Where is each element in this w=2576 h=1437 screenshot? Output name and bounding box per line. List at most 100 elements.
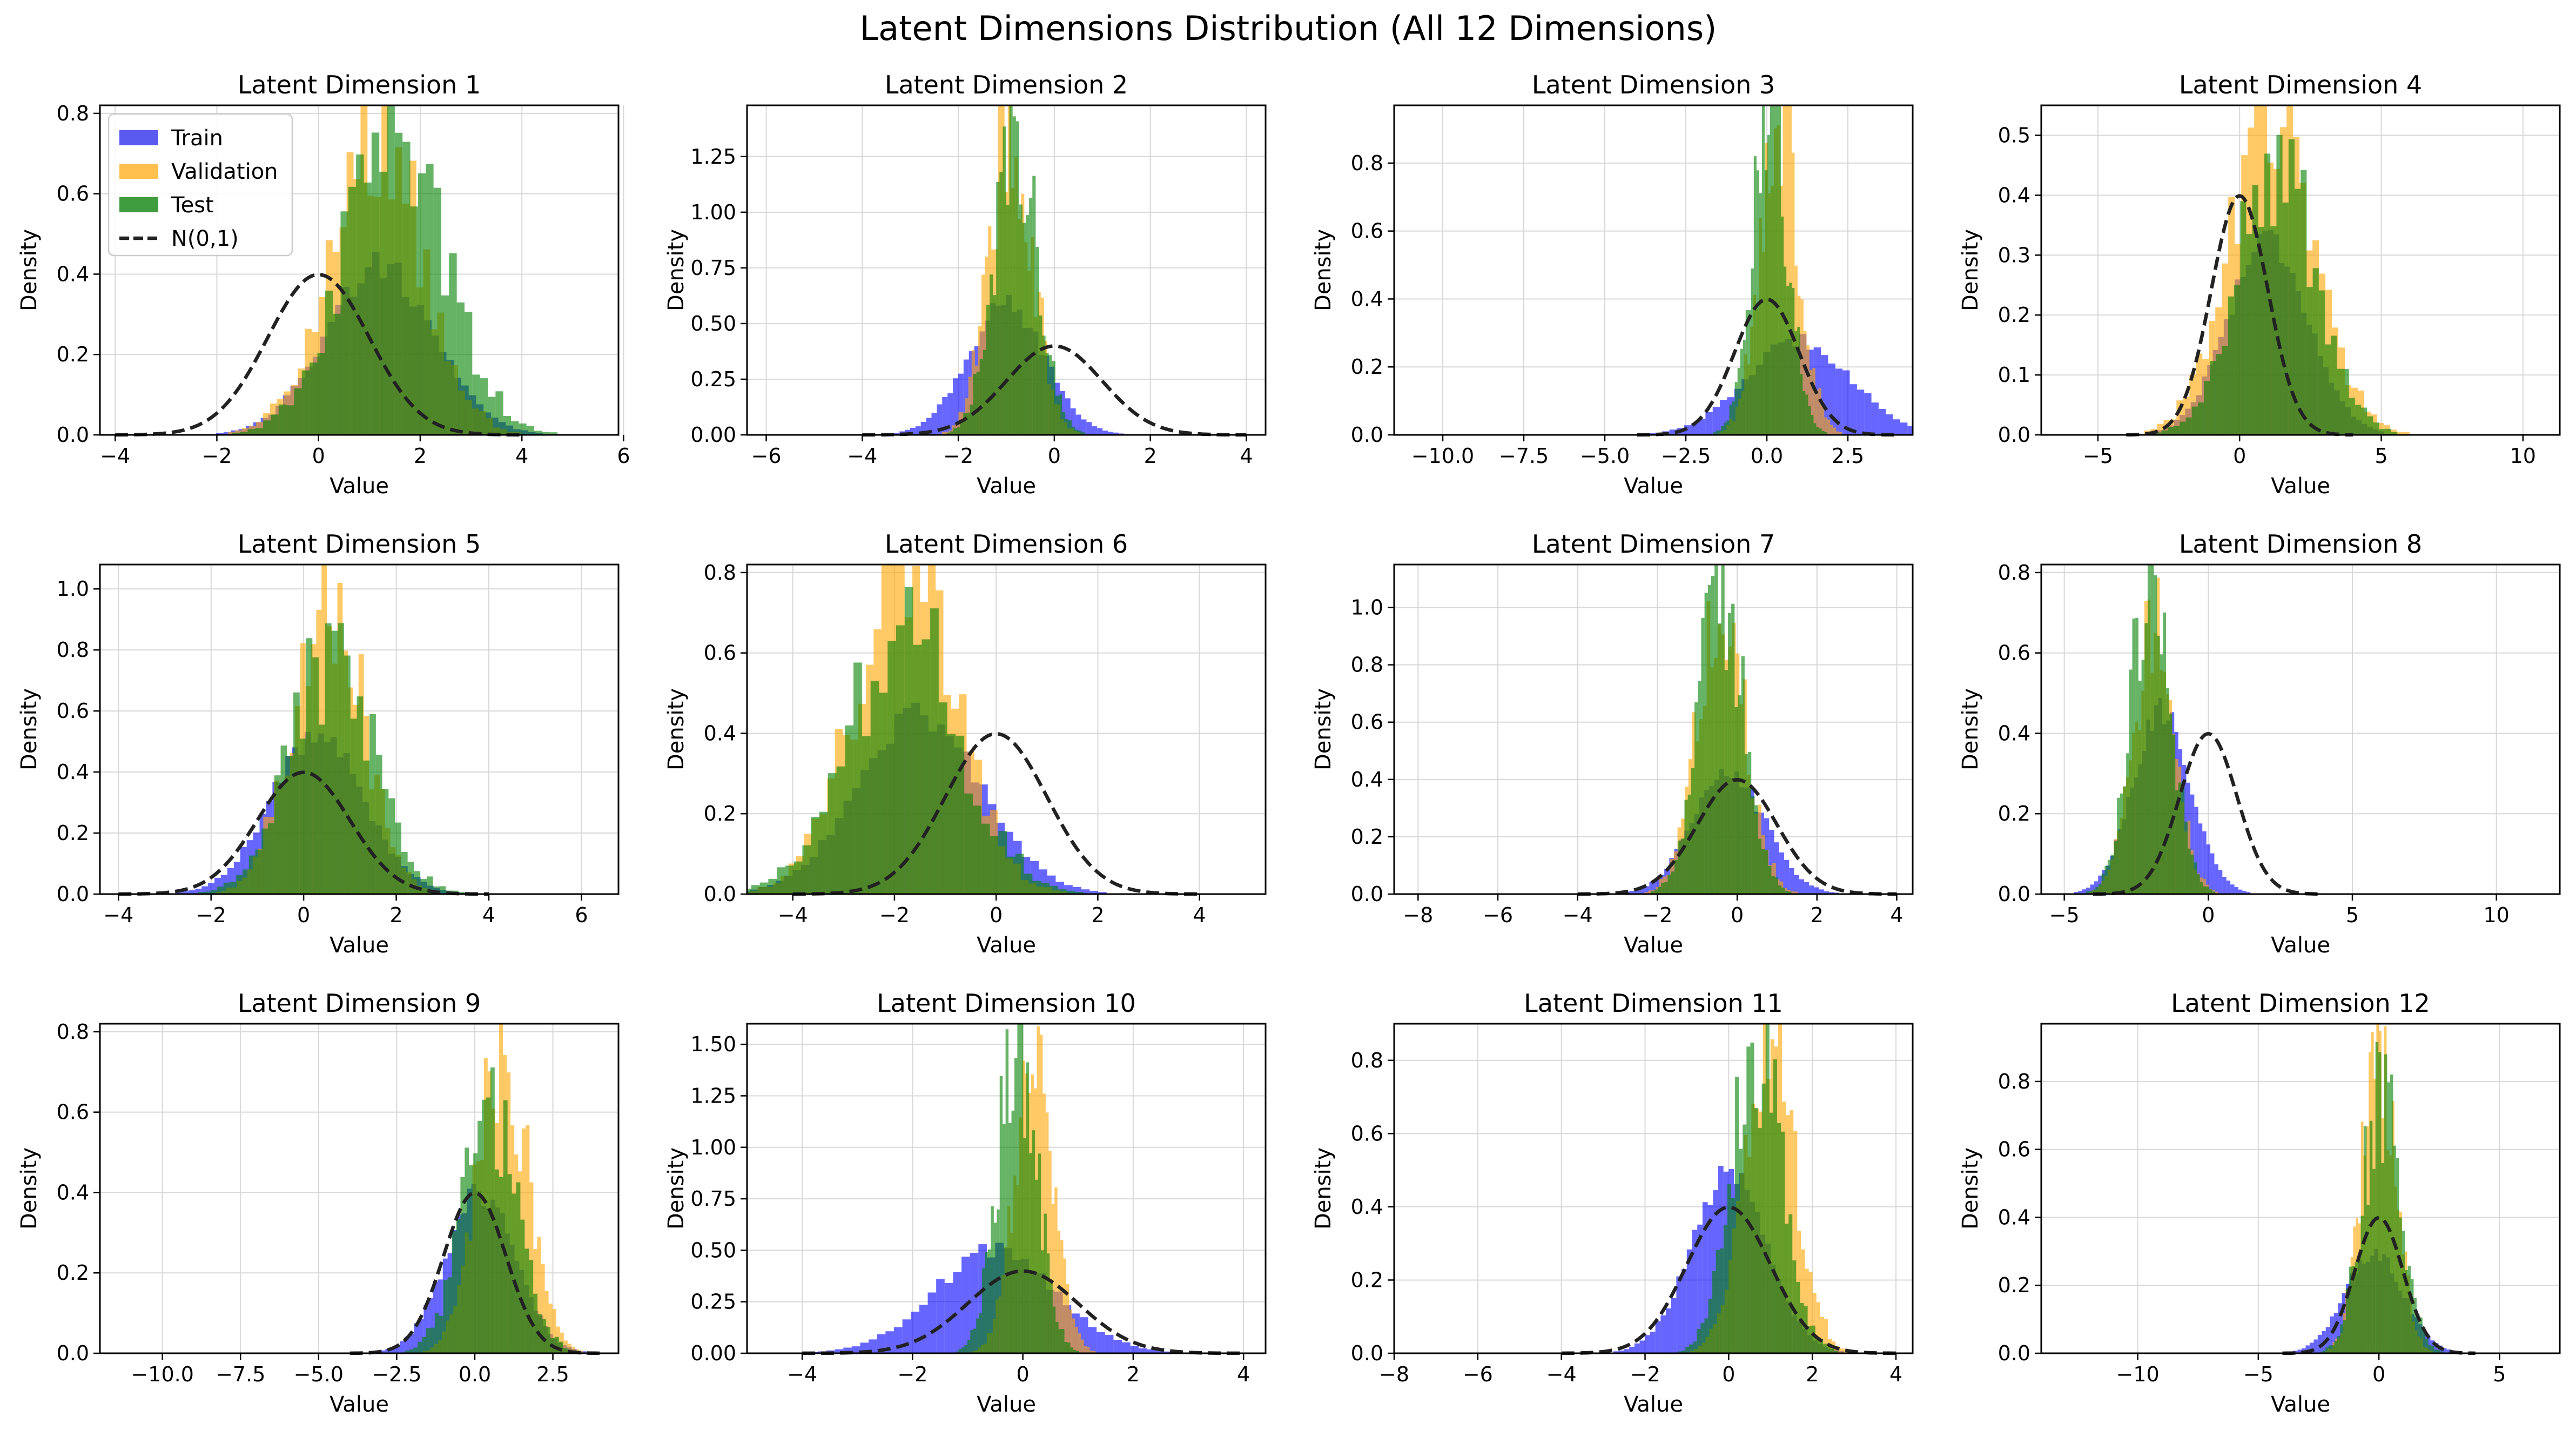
histogram-bar-test: [1677, 1351, 1682, 1353]
histogram-bar-test: [401, 851, 408, 894]
histogram-bar-validation: [1039, 1035, 1043, 1353]
histogram-bar-train: [1629, 1346, 1635, 1353]
histogram-bar-test: [1811, 415, 1814, 435]
histogram-bar-test: [211, 890, 217, 894]
histogram-bar-train: [1654, 879, 1659, 894]
histogram-bar-test: [1065, 419, 1069, 435]
histogram-bar-train: [2090, 884, 2094, 894]
histogram-bar-validation: [1063, 1258, 1066, 1353]
histogram-bar-test: [2312, 268, 2319, 435]
histogram-bar-test: [338, 623, 345, 894]
histogram-bar-train: [2082, 889, 2087, 894]
subplot-9: −10.0 −7.5 −5.0 −2.5 0.0 2.5 0.0 0.2 0.4 0.6 0.8 La…: [17, 989, 620, 1417]
histogram-bar-test: [2098, 884, 2102, 894]
y-tick-label: 1.00: [690, 1136, 736, 1159]
histogram-bar-test: [433, 187, 441, 435]
subplot-title: Latent Dimension 5: [238, 529, 481, 559]
x-tick-label: −4: [847, 444, 877, 468]
histogram-bar-train: [835, 1349, 844, 1353]
histogram-bar-train: [2317, 1334, 2322, 1353]
histogram-bar-test: [1714, 565, 1718, 894]
histogram-bar-test: [2322, 1350, 2326, 1353]
histogram-bar-validation: [548, 1304, 553, 1353]
histogram-bar-test: [1727, 613, 1732, 894]
histogram-bar-test: [2108, 859, 2111, 894]
histogram-bar-train: [1784, 859, 1790, 894]
histogram-bar-test: [1698, 681, 1701, 894]
histogram-bar-test: [2191, 406, 2198, 435]
histogram-bar-test: [1072, 426, 1075, 435]
histogram-bar-test: [294, 388, 302, 435]
histogram-bar-test: [542, 1319, 546, 1353]
y-tick-label: 0.6: [704, 641, 736, 665]
histogram-bars: [1647, 105, 1913, 435]
histogram-bar-train: [1092, 426, 1098, 435]
histogram-bar-test: [999, 172, 1003, 435]
x-tick-label: 0: [2372, 1362, 2385, 1386]
axes-frame: [99, 563, 620, 895]
histogram-bar-test: [1802, 391, 1806, 435]
x-tick-label: −10.0: [131, 1362, 193, 1386]
histogram-bar-test: [1723, 1224, 1727, 1353]
y-tick-label: 0.2: [1351, 825, 1383, 849]
histogram-bar-test: [1773, 105, 1776, 435]
histogram-bar-test: [554, 1337, 559, 1353]
histogram-bar-test: [2203, 886, 2207, 894]
histogram-bar-test: [963, 413, 967, 435]
histogram-bar-test: [529, 1260, 534, 1353]
histogram-bar-test: [344, 655, 351, 894]
histogram-bar-test: [2282, 202, 2289, 435]
histogram-bar-train: [428, 1298, 434, 1353]
x-tick-label: 0: [1048, 444, 1061, 468]
y-axis-label: Density: [1311, 688, 1336, 770]
histogram-bar-test: [1792, 1260, 1797, 1353]
histogram-bar-test: [1737, 368, 1740, 435]
histogram-bar-test: [2337, 368, 2343, 435]
histogram-bar-test: [452, 1231, 456, 1353]
histogram-bar-train: [2074, 892, 2079, 894]
histogram-bar-train: [931, 413, 937, 435]
histogram-bar-test: [956, 1351, 959, 1353]
histogram-bar-test: [1044, 1213, 1047, 1353]
histogram-bar-train: [1824, 891, 1830, 894]
axes-frame: [746, 104, 1267, 436]
histogram-bar-test: [1711, 576, 1715, 894]
axes-frame: [1393, 1023, 1914, 1354]
y-tick-label: 0.6: [57, 1100, 89, 1124]
histogram-bar-test: [2194, 862, 2197, 894]
histogram-bar-train: [1644, 886, 1650, 894]
histogram-bar-train: [1789, 868, 1794, 894]
histogram-bar-test: [970, 1330, 973, 1353]
histogram-bar-test: [2387, 1082, 2390, 1353]
histogram-bar-test: [2319, 1351, 2323, 1353]
histogram-bar-test: [1667, 875, 1671, 894]
histogram-bar-test: [819, 811, 828, 894]
histogram-bar-train: [2330, 1316, 2334, 1353]
histogram-bar-test: [325, 623, 332, 894]
histogram-bar-test: [2147, 565, 2151, 894]
histogram-bar-test: [1026, 215, 1030, 435]
histogram-bar-test: [1761, 1083, 1766, 1353]
legend-label: N(0,1): [171, 226, 239, 251]
histogram-bar-test: [369, 714, 376, 894]
x-tick-label: −4: [103, 903, 133, 927]
histogram-bar-train: [1842, 370, 1850, 435]
histogram-bar-test: [1019, 204, 1023, 435]
histogram-bar-test: [2117, 797, 2120, 894]
x-tick-label: 2: [1091, 903, 1104, 927]
histogram-bar-test: [2169, 713, 2173, 894]
histogram-bar-test: [2391, 432, 2398, 435]
histogram-bar-test: [563, 1348, 568, 1353]
histogram-bar-test: [198, 892, 205, 894]
histogram-bar-test: [287, 756, 294, 894]
histogram-bar-train: [2086, 888, 2090, 894]
histogram-bar-test: [1048, 355, 1052, 435]
histogram-bar-test: [987, 1249, 991, 1353]
y-axis-label: Density: [1311, 1147, 1336, 1230]
histogram-bar-test: [993, 295, 997, 435]
histogram-bar-test: [1738, 695, 1741, 894]
histogram-bar-test: [2325, 1347, 2329, 1353]
histogram-bar-test: [1761, 105, 1765, 435]
x-tick-label: −5: [2083, 444, 2113, 468]
